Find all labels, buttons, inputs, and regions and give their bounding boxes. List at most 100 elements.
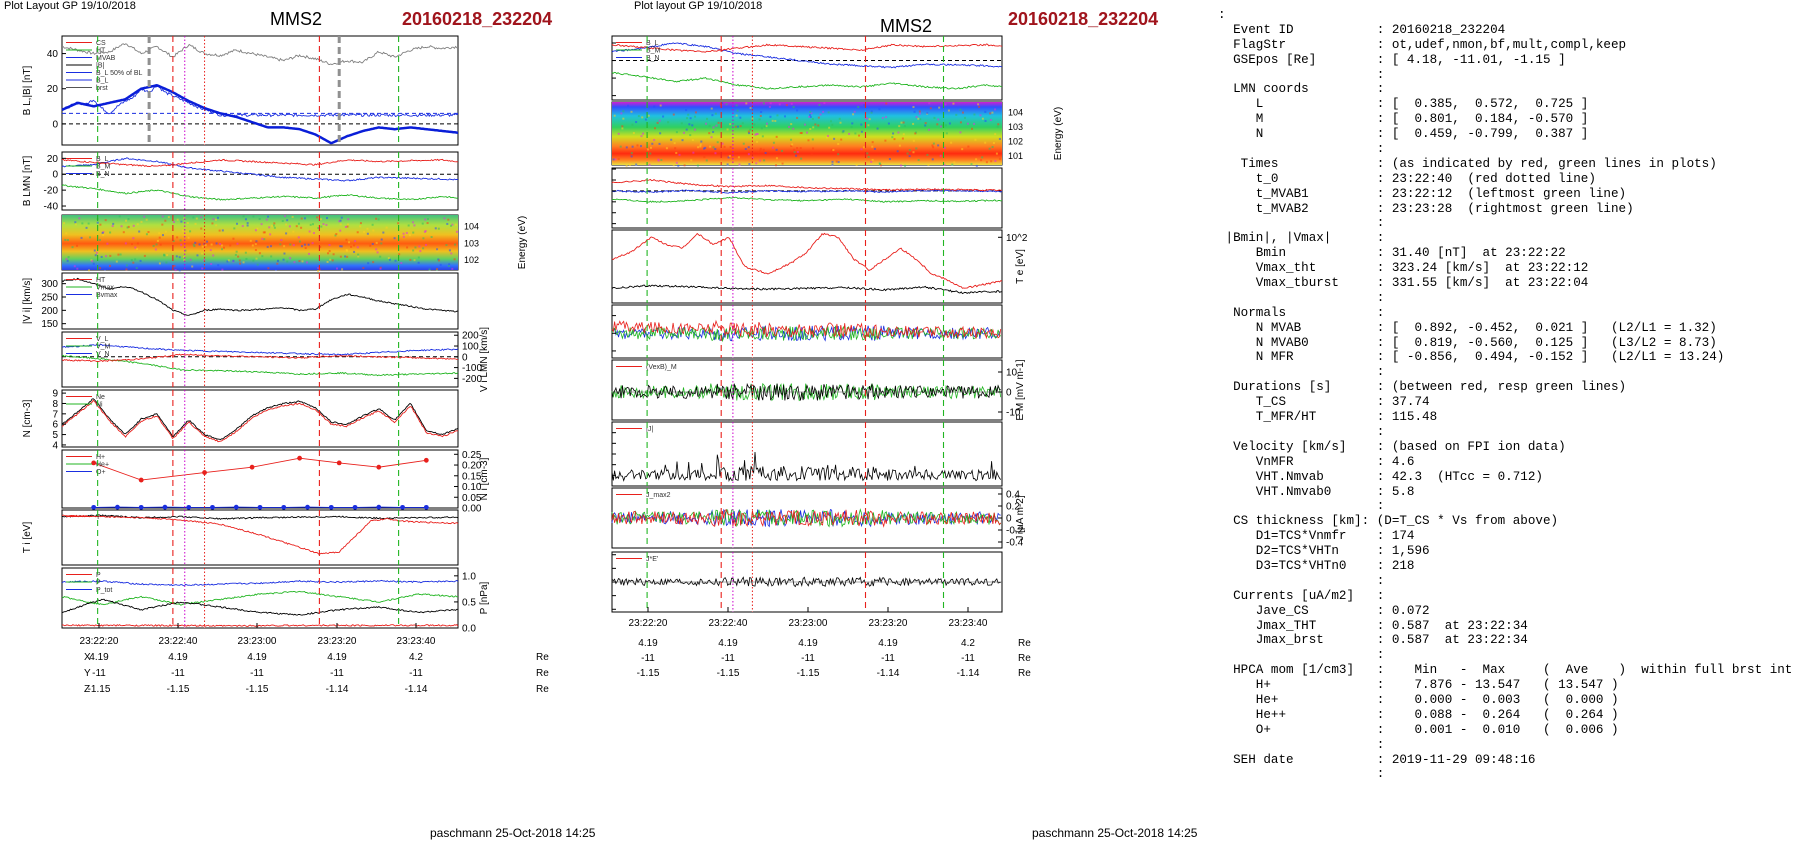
position-value: -11 [641,653,655,664]
y-tick-label: 102 [464,255,479,265]
legend-entry: HT [96,277,106,284]
summary-line: D1=TCS*Vnmfr : 174 [1218,529,1415,544]
series-b-n [611,71,1003,90]
left-header-label: Plot Layout GP 19/10/2018 [4,0,136,12]
summary-line: Times : (as indicated by red, green line… [1218,156,1717,171]
position-value: -1.14 [957,668,980,679]
data-point [233,504,239,510]
summary-line: He+ : 0.000 - 0.003 ( 0.000 ) [1218,692,1619,707]
panel-elec_spec: 101 102 103 104 Energy (eV) [611,101,1064,167]
y-tick-label: 101 [1008,151,1023,161]
y-axis-label: Energy (eV) [1053,107,1064,160]
position-value: -11 [92,668,106,679]
panel-frame [611,304,1003,359]
series-b-l-brst [61,85,459,118]
panel-pressure: 0.00.51.0P [nPa]PPP_tot [61,567,490,635]
y-tick-label: -10 [1006,408,1021,419]
position-value: -11 [801,653,815,664]
summary-line: N MVAB0 : [ 0.819, -0.560, 0.125 ] (L3/L… [1218,335,1717,350]
summary-line: : [1218,737,1385,752]
series-b-l [61,157,459,182]
position-value: -11 [250,668,264,679]
data-point [91,460,97,466]
x-tick-label: 23:23:40 [949,618,988,629]
x-tick-label: 23:22:20 [80,636,119,647]
position-value: -11 [409,668,423,679]
position-value: -11 [881,653,895,664]
series-p-thermal [61,590,458,606]
y-tick-label: 10 [1006,368,1018,379]
position-value: -1.15 [88,684,111,695]
legend-entry: H+ [96,454,105,461]
y-tick-label: 0.10 [462,482,482,493]
position-value: 4.19 [878,638,898,649]
position-unit: Re [1018,653,1031,664]
series-b-l [611,42,1003,69]
legend-entry: B_M [646,48,661,55]
legend-entry: V_N [96,351,110,358]
y-tick-label: 0.5 [462,597,476,608]
position-row-label: Z [84,684,90,695]
data-point [423,457,429,463]
y-tick-label: 200 [462,331,479,342]
series-ni [61,398,459,440]
legend-entry: HT [96,48,106,55]
position-value: -1.14 [877,668,900,679]
x-tick-label: 23:22:40 [159,636,198,647]
position-value: -11 [721,653,735,664]
data-point [162,504,168,510]
series-b-m [61,158,459,167]
x-tick-label: 23:23:20 [318,636,357,647]
right-figure-title: MMS2 [880,16,933,36]
noise-trace [611,319,1002,340]
y-axis-label: T e [eV] [1015,249,1026,284]
event-summary-panel: : Event ID : 20160218_232204 FlagStr : o… [1218,8,1798,808]
x-tick-label: 23:22:40 [709,618,748,629]
y-tick-label: 4 [52,440,58,451]
summary-line: VHT.Nmvab : 42.3 (HTcc = 0.712) [1218,469,1543,484]
summary-line: D3=TCS*VHTn0 : 218 [1218,558,1415,573]
summary-line: L : [ 0.385, 0.572, 0.725 ] [1218,97,1589,112]
noise-trace [611,325,1001,342]
y-axis-label: P [nPa] [479,581,490,614]
summary-line: N MVAB : [ 0.892, -0.452, 0.021 ] (L2/L1… [1218,320,1717,335]
panel-frame [61,35,459,146]
legend-entry: P [96,580,101,587]
summary-line: N : [ 0.459, -0.799, 0.387 ] [1218,127,1589,142]
position-row-label: Y [84,668,91,679]
data-point [281,504,287,510]
y-tick-label: 20 [47,84,59,95]
panel-frame [61,331,459,388]
series-t-par [61,514,459,555]
summary-line: GSEpos [Re] : [ 4.18, -11.01, -1.15 ] [1218,52,1566,67]
y-tick-label: 200 [41,306,58,317]
y-tick-label: 150 [41,319,58,330]
summary-line: Vmax_tburst : 331.55 [km/s] at 23:22:04 [1218,276,1589,291]
series-v-l [61,343,459,356]
legend-entry: B_L [96,78,109,85]
noise-trace [611,509,1002,528]
y-tick-label: 0.20 [462,461,482,472]
series-b-l [61,84,459,145]
data-point [336,460,342,466]
legend-entry: B_N [646,55,660,62]
position-value: 4.19 [168,652,188,663]
legend-entry: MVAB [96,55,116,62]
y-tick-label: 104 [464,222,479,232]
y-tick-label: 0.00 [462,504,482,515]
legend-entry: |J| [646,426,653,433]
position-unit: Re [1018,638,1031,649]
data-point [202,470,207,475]
position-value: 4.2 [409,652,423,663]
x-tick-label: 23:23:20 [869,618,908,629]
position-value: -1.15 [717,668,740,679]
series-b-n [61,184,459,201]
y-axis-label: |V i| [km/s] [22,278,33,325]
panel-frame [61,151,459,211]
summary-line: Vmax_tht : 323.24 [km/s] at 23:22:12 [1218,261,1589,276]
summary-line: : [1218,365,1385,380]
summary-line: D2=TCS*VHTn : 1,596 [1218,544,1430,559]
panel-ti: T i [eV] T [22,509,459,566]
series-p-mag [61,598,458,616]
